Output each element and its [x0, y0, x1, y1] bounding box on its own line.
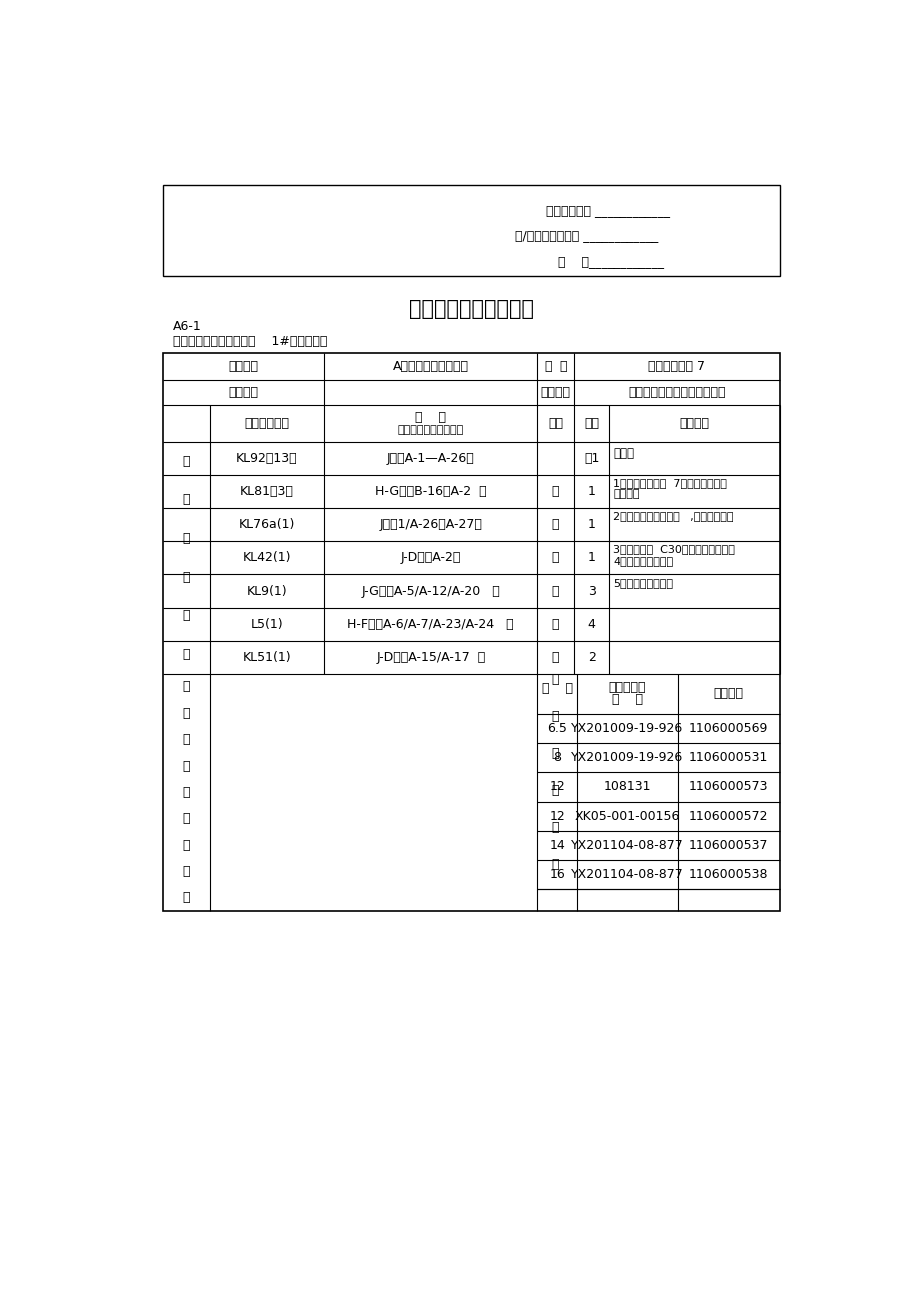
Text: 附注：: 附注： — [613, 447, 633, 460]
Text: 出场合格证: 出场合格证 — [607, 681, 645, 694]
Text: 名    称: 名 称 — [541, 681, 572, 694]
Text: YX201104-08-877: YX201104-08-877 — [571, 868, 683, 881]
Text: XK05-001-00156: XK05-001-00156 — [574, 809, 679, 822]
Text: 1106000572: 1106000572 — [688, 809, 767, 822]
Text: 3: 3 — [587, 585, 595, 598]
Text: 数量: 数量 — [584, 417, 598, 430]
Text: YX201009-19-926: YX201009-19-926 — [571, 722, 683, 735]
Text: 1: 1 — [587, 519, 595, 532]
Text: 材: 材 — [551, 674, 559, 687]
Text: 3、砼强度为  C30，符合设计要求。: 3、砼强度为 C30，符合设计要求。 — [613, 545, 734, 555]
Text: H-G轴交B-16－A-2  轴: H-G轴交B-16－A-2 轴 — [375, 485, 486, 498]
Text: 5、钢筋连接合格。: 5、钢筋连接合格。 — [613, 577, 673, 588]
Text: 14: 14 — [549, 839, 564, 852]
Text: J轴交A-1—A-26轴: J轴交A-1—A-26轴 — [387, 452, 474, 465]
Text: （轴线、标高、柱号）: （轴线、标高、柱号） — [397, 425, 463, 435]
Text: 根: 根 — [551, 618, 559, 631]
Text: 根: 根 — [551, 519, 559, 532]
Text: KL92（13）: KL92（13） — [236, 452, 298, 465]
Text: KL9(1): KL9(1) — [246, 585, 287, 598]
Text: 验: 验 — [182, 891, 190, 904]
Text: 容: 容 — [182, 648, 190, 661]
Text: 工程名称：昊鼎中央华庭    1#住宅楼工程: 工程名称：昊鼎中央华庭 1#住宅楼工程 — [173, 335, 327, 348]
Text: 根: 根 — [551, 585, 559, 598]
Text: 隐蔽部位: 隐蔽部位 — [229, 360, 258, 373]
Text: 内: 内 — [182, 610, 190, 623]
Text: 1106000537: 1106000537 — [688, 839, 767, 852]
Text: 根: 根 — [551, 650, 559, 663]
Text: 施工单位: 施工单位 — [540, 386, 570, 399]
Text: 12: 12 — [549, 809, 564, 822]
Text: 1106000573: 1106000573 — [688, 780, 767, 794]
Text: 1、详见人防结施  7、设计变更及图: 1、详见人防结施 7、设计变更及图 — [613, 478, 726, 489]
Text: J-D轴交A-15/A-17  轴: J-D轴交A-15/A-17 轴 — [376, 650, 485, 663]
Text: 8: 8 — [552, 752, 561, 765]
Text: 隐蔽日期: 隐蔽日期 — [229, 386, 258, 399]
Text: 蔽: 蔽 — [182, 494, 190, 507]
Text: 位: 位 — [182, 865, 190, 878]
Text: J-G轴交A-5/A-12/A-20   轴: J-G轴交A-5/A-12/A-20 轴 — [361, 585, 500, 598]
Text: 隐蔽工程检查验收记录: 隐蔽工程检查验收记录 — [409, 298, 533, 319]
Text: 单位: 单位 — [548, 417, 562, 430]
Text: 分部分项名称: 分部分项名称 — [244, 417, 289, 430]
Text: 2: 2 — [587, 650, 595, 663]
Text: 检: 检 — [182, 532, 190, 545]
Text: 建: 建 — [182, 760, 190, 773]
Bar — [163, 353, 779, 911]
Text: J-D轴交A-2轴: J-D轴交A-2轴 — [400, 551, 460, 564]
Text: 根: 根 — [551, 485, 559, 498]
Text: 料: 料 — [551, 710, 559, 723]
Text: 总/专业监理工程师 ____________: 总/专业监理工程师 ____________ — [514, 229, 657, 242]
Text: 监: 监 — [182, 680, 190, 693]
Text: 复试单号: 复试单号 — [713, 687, 743, 700]
Text: KL81（3）: KL81（3） — [240, 485, 293, 498]
Text: 单: 单 — [182, 839, 190, 852]
Text: KL51(1): KL51(1) — [243, 650, 291, 663]
Text: A6-1: A6-1 — [173, 321, 201, 334]
Text: 查: 查 — [182, 571, 190, 584]
Text: 1106000569: 1106000569 — [688, 722, 767, 735]
Text: YX201104-08-877: YX201104-08-877 — [571, 839, 683, 852]
Text: 编    号: 编 号 — [611, 693, 642, 706]
Text: 情: 情 — [551, 821, 559, 834]
Text: 16: 16 — [549, 868, 564, 881]
Text: 简图说明: 简图说明 — [679, 417, 709, 430]
Text: 试: 试 — [551, 748, 559, 761]
Text: 根: 根 — [551, 551, 559, 564]
Text: 2、钢筋有出厂合格证   ,并复试合格。: 2、钢筋有出厂合格证 ,并复试合格。 — [613, 511, 733, 521]
Text: L5(1): L5(1) — [250, 618, 283, 631]
Text: KL42(1): KL42(1) — [243, 551, 290, 564]
Text: A区地下室梁板梯钢筋: A区地下室梁板梯钢筋 — [392, 360, 469, 373]
Text: 项目监理机构 ____________: 项目监理机构 ____________ — [545, 203, 669, 216]
Text: （: （ — [182, 734, 190, 747]
Bar — [163, 185, 779, 276]
Text: 4: 4 — [587, 618, 595, 631]
Text: 图: 图 — [543, 360, 551, 373]
Text: 根1: 根1 — [584, 452, 598, 465]
Text: 1: 1 — [587, 485, 595, 498]
Text: 4、见证取样齐全。: 4、见证取样齐全。 — [613, 556, 673, 566]
Text: 况: 况 — [551, 859, 559, 872]
Text: 纸会审。: 纸会审。 — [613, 489, 639, 499]
Text: KL76a(1): KL76a(1) — [238, 519, 295, 532]
Text: 验: 验 — [551, 784, 559, 797]
Text: 6.5: 6.5 — [547, 722, 566, 735]
Text: 12: 12 — [549, 780, 564, 794]
Text: 郑州市兴教建筑工程有限公司: 郑州市兴教建筑工程有限公司 — [628, 386, 725, 399]
Text: 隐: 隐 — [182, 455, 190, 468]
Text: 详见人防结施 7: 详见人防结施 7 — [648, 360, 705, 373]
Text: ）: ） — [182, 812, 190, 825]
Text: 1106000538: 1106000538 — [688, 868, 767, 881]
Text: 理: 理 — [182, 706, 190, 719]
Text: J轴交1/A-26－A-27轴: J轴交1/A-26－A-27轴 — [379, 519, 482, 532]
Text: 1: 1 — [587, 551, 595, 564]
Text: 日    期____________: 日 期____________ — [557, 254, 664, 267]
Text: 108131: 108131 — [603, 780, 651, 794]
Text: 设: 设 — [182, 786, 190, 799]
Text: 1106000531: 1106000531 — [688, 752, 767, 765]
Text: H-F轴交A-6/A-7/A-23/A-24   轴: H-F轴交A-6/A-7/A-23/A-24 轴 — [347, 618, 514, 631]
Text: 部    位: 部 位 — [414, 410, 446, 423]
Text: 号: 号 — [559, 360, 566, 373]
Text: YX201009-19-926: YX201009-19-926 — [571, 752, 683, 765]
